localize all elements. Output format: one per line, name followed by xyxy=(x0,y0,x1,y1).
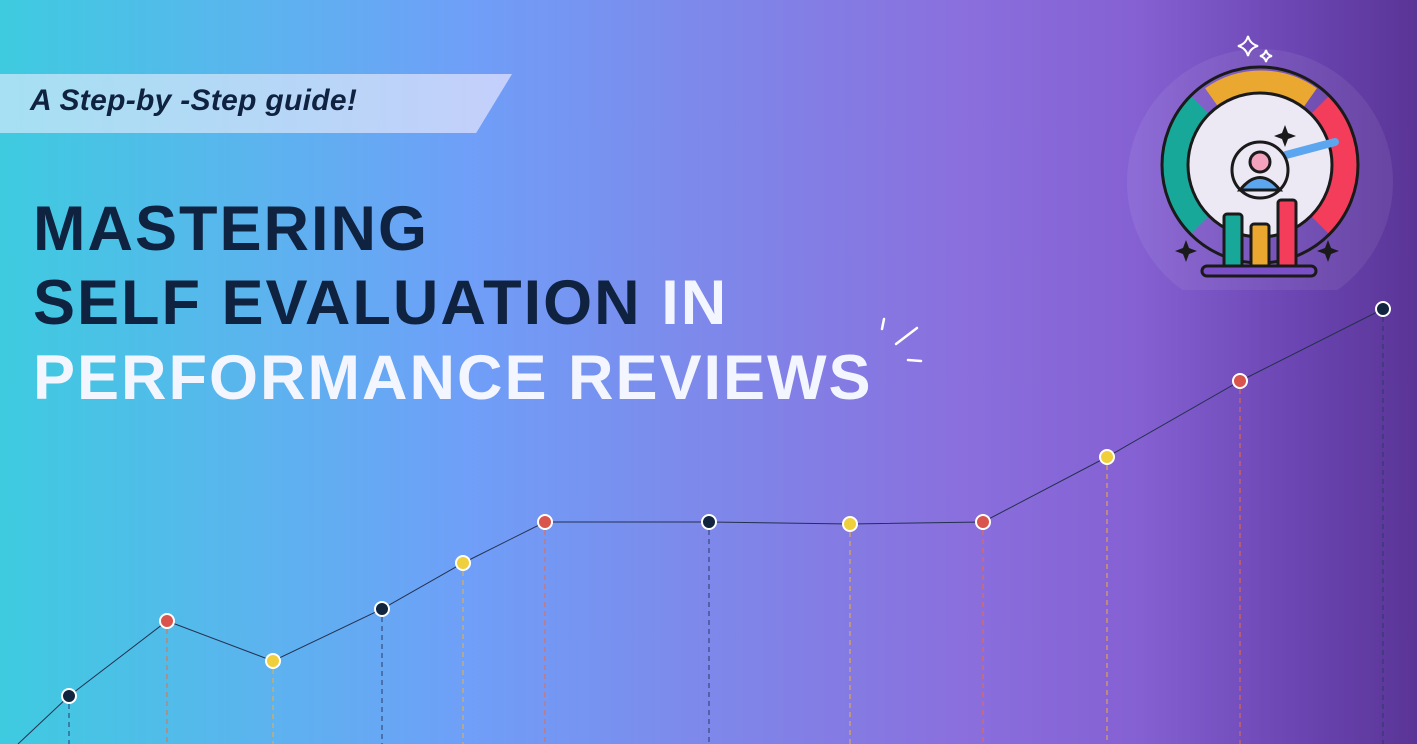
chart-point xyxy=(975,514,991,530)
performance-gauge-icon xyxy=(1127,35,1393,290)
headline-line-2-light: IN xyxy=(661,268,729,338)
chart-point xyxy=(1375,301,1391,317)
tagline-banner: A Step-by -Step guide! xyxy=(0,74,512,133)
headline-line-1: MASTERING xyxy=(33,194,429,264)
chart-point xyxy=(842,516,858,532)
headline-line-2: SELF EVALUATION IN xyxy=(33,272,728,335)
chart-point xyxy=(701,514,717,530)
sparkle-icon xyxy=(1237,35,1273,63)
chart-point xyxy=(1232,373,1248,389)
chart-point xyxy=(537,514,553,530)
chart-point xyxy=(159,613,175,629)
headline-line-2-dark: SELF EVALUATION xyxy=(33,268,642,338)
sparkle-lines-icon xyxy=(880,317,923,363)
chart-point xyxy=(1099,449,1115,465)
chart-point xyxy=(455,555,471,571)
chart-point xyxy=(374,601,390,617)
chart-point xyxy=(61,688,77,704)
tagline-text: A Step-by -Step guide! xyxy=(30,84,358,117)
chart-point xyxy=(265,653,281,669)
headline-line-3: PERFORMANCE REVIEWS xyxy=(33,343,873,413)
